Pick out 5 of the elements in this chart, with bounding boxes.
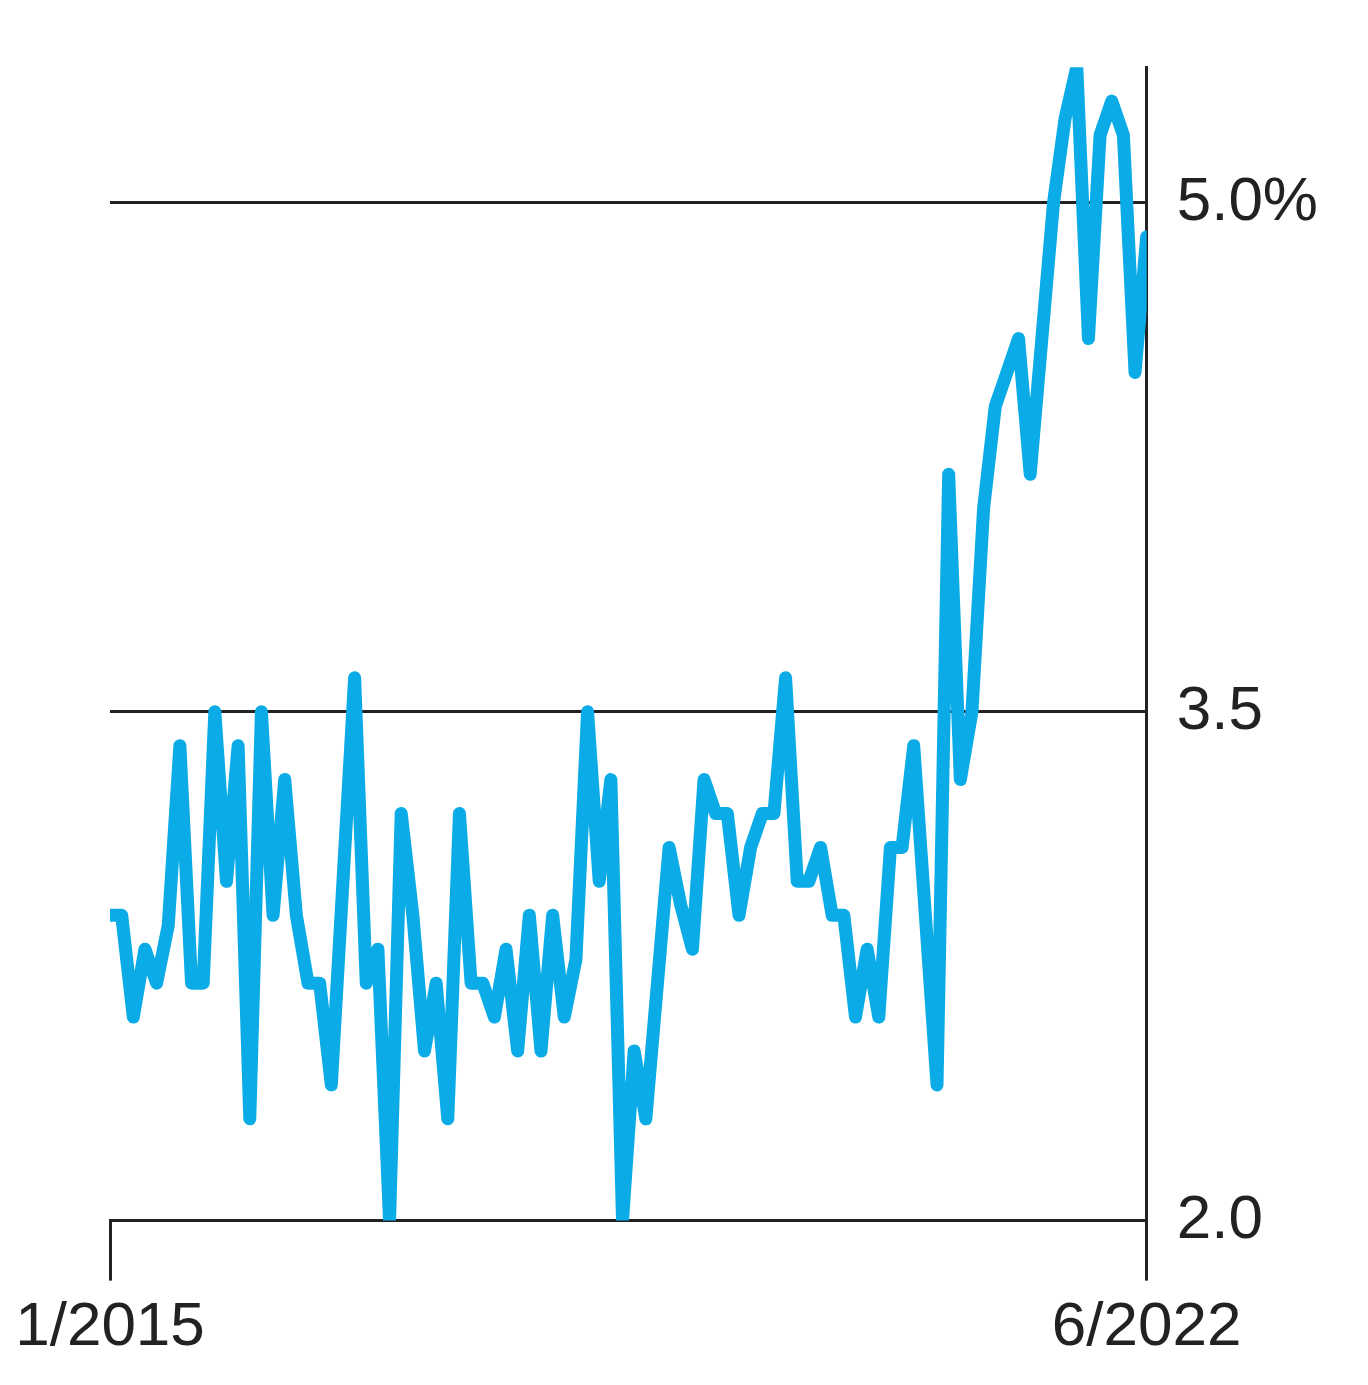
y-tick-label: 3.5 bbox=[1176, 672, 1263, 742]
x-tick-label: 1/2015 bbox=[15, 1288, 205, 1358]
y-tick-label: 5.0% bbox=[1176, 163, 1319, 233]
y-tick-label: 2.0 bbox=[1176, 1181, 1263, 1251]
x-tick-label: 6/2022 bbox=[1051, 1288, 1242, 1358]
